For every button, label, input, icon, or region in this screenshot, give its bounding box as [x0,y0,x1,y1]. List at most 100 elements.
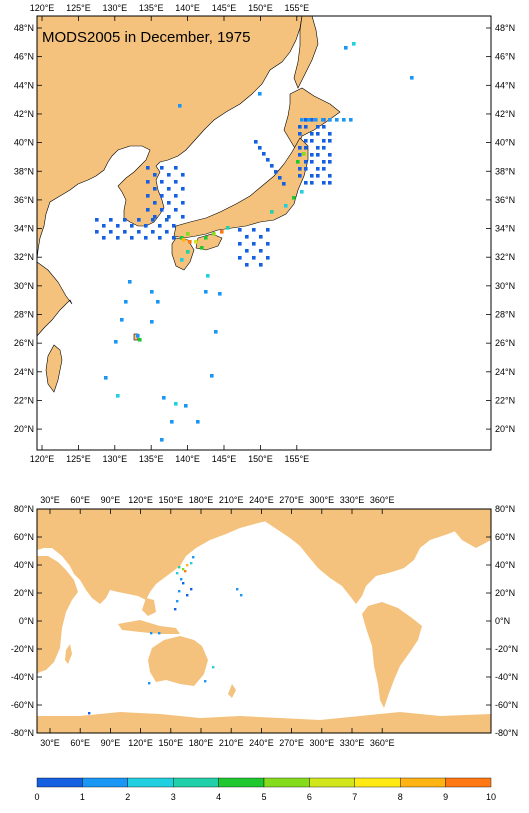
obs-cell [109,218,113,222]
australia [148,636,208,686]
lon-tick-label: 130°E [102,454,127,464]
obs-cell [245,235,249,239]
obs-cell [194,240,198,244]
obs-cell [328,132,332,136]
obs-cell [342,118,346,122]
lat-tick-label: -40°N [495,672,518,682]
obs-cell [238,228,242,232]
lat-tick-label: 30°N [14,281,34,291]
asia-mainland [37,16,303,261]
obs-cell [186,594,189,597]
obs-cell [200,246,204,250]
indonesia [118,620,180,634]
obs-cell [192,556,195,559]
obs-cell [146,194,150,198]
obs-cell [316,125,320,129]
lat-tick-label: 80°N [14,504,34,514]
obs-cell [188,240,192,244]
lon-tick-label: 140°E [175,3,200,13]
colorbar-label: 7 [352,792,357,802]
lon-tick-label: 360°E [370,738,395,748]
obs-cell [204,680,207,683]
lon-tick-label: 150°E [248,3,273,13]
lat-tick-label: 48°N [495,23,515,33]
lat-tick-label: 0°N [495,616,510,626]
obs-cell [196,420,200,424]
obs-cell [238,256,242,260]
lon-tick-label: 210°E [219,495,244,505]
obs-cell [190,562,193,565]
lon-tick-label: 90°E [101,495,121,505]
lon-tick-label: 120°E [128,738,153,748]
lat-tick-label: 40°N [14,560,34,570]
obs-cell [182,238,186,242]
obs-cell [174,194,178,198]
china-coast-south [37,261,73,337]
obs-cell [298,153,302,157]
obs-cell [236,588,239,591]
obs-cell [322,139,326,143]
lat-tick-label: 38°N [495,166,515,176]
lat-tick-label: 40°N [495,560,515,570]
africa [37,556,78,674]
obs-cell [146,180,150,184]
obs-cell [182,568,185,571]
colorbar-label: 2 [125,792,130,802]
obs-cell [274,170,278,174]
obs-cell [178,566,181,569]
colorbar-swatch [309,777,355,788]
obs-cell [328,139,332,143]
obs-cell [167,187,171,191]
lat-tick-label: 34°N [495,224,515,234]
obs-cell [153,201,157,205]
colorbar-swatch [400,777,446,788]
obs-cell [95,218,99,222]
obs-cell [314,118,318,122]
lat-tick-label: 26°N [14,338,34,348]
obs-cell [304,146,308,150]
lat-tick-label: -80°N [11,728,34,738]
lat-tick-label: 60°N [14,532,34,542]
lat-tick-label: 30°N [495,281,515,291]
obs-cell [316,174,320,178]
lat-tick-label: 28°N [14,310,34,320]
obs-cell [328,153,332,157]
lon-tick-label: 125°E [66,3,91,13]
obs-cell [322,167,326,171]
obs-cell [160,438,164,442]
colorbar-swatch [172,777,219,788]
madagascar [65,644,72,664]
obs-cell [180,258,184,262]
lon-tick-label: 270°E [279,495,304,505]
lon-tick-label: 60°E [70,495,90,505]
lat-tick-label: 20°N [495,424,515,434]
obs-cell [270,164,274,168]
colorbar-label: 6 [307,792,312,802]
lon-tick-label: 150°E [158,495,183,505]
lon-tick-label: 155°E [284,3,309,13]
obs-cell [153,215,157,219]
lon-tick-label: 120°E [128,495,153,505]
obs-cell [151,218,155,222]
colorbar-label: 3 [171,792,176,802]
obs-cell [218,292,222,296]
global-land-masses [37,509,491,733]
obs-cell [178,590,181,593]
obs-cell [182,582,185,585]
lat-tick-label: 60°N [495,532,515,542]
obs-cell [167,201,171,205]
obs-cell [310,132,314,136]
obs-cell [95,230,99,234]
obs-cell [167,173,171,177]
obs-cell [245,249,249,253]
obs-cell [186,232,190,236]
lat-tick-label: 36°N [14,195,34,205]
obs-cell [298,146,302,150]
obs-cell [165,218,169,222]
lon-tick-label: 130°E [102,3,127,13]
obs-cell [310,160,314,164]
obs-cell [123,230,127,234]
global-map: 30°E 30°E 60°E 60°E 90°E 90°E 120°E 120°E 150°E 1… [11,495,518,748]
lon-tick-label: 155°E [284,454,309,464]
lon-tick-label: 270°E [279,738,304,748]
